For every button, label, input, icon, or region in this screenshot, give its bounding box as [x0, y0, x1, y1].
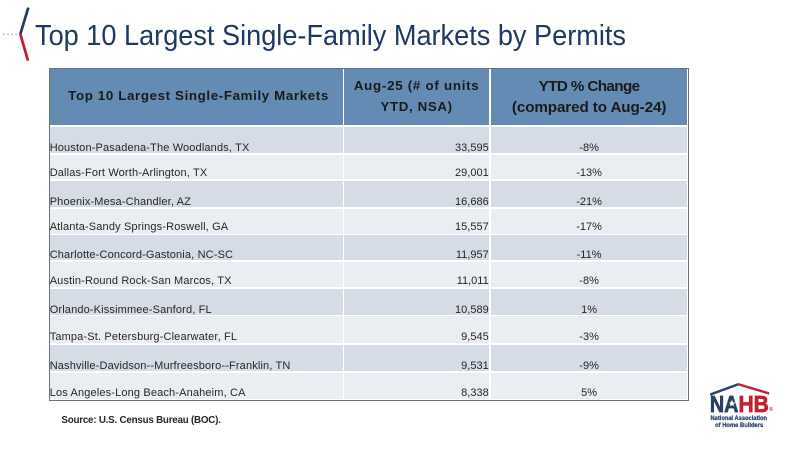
svg-text:NA: NA: [710, 391, 739, 417]
svg-text:of Home Builders: of Home Builders: [715, 422, 764, 429]
svg-text:National Association: National Association: [711, 415, 768, 422]
svg-text:★: ★: [729, 399, 737, 408]
svg-text:HB: HB: [739, 391, 769, 417]
svg-text:®: ®: [769, 406, 773, 413]
